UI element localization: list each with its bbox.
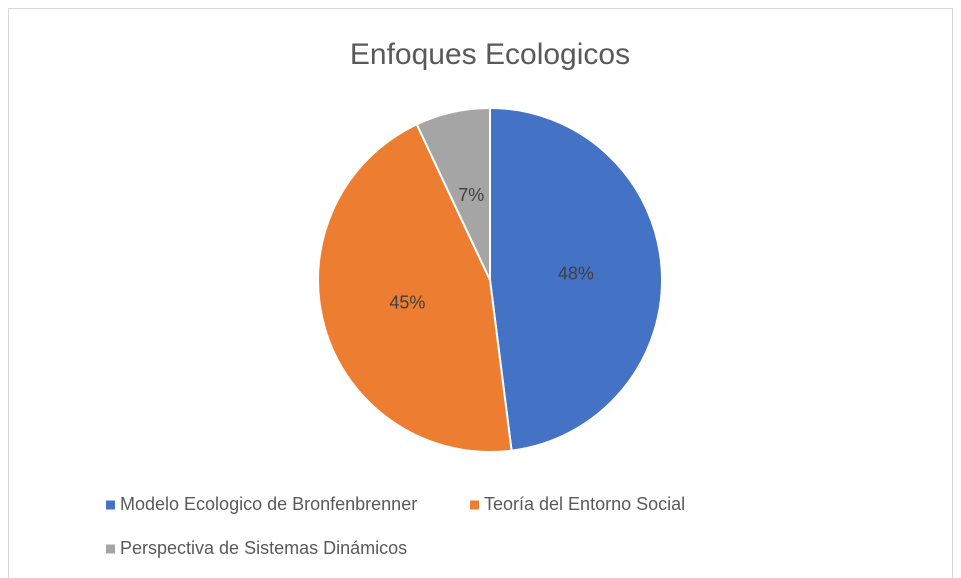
pie-slice (489, 106, 664, 452)
chart-title: Enfoques Ecologicos (350, 38, 630, 71)
pie-slice (415, 106, 491, 281)
data-label: 45% (389, 293, 425, 313)
data-label: 7% (458, 185, 484, 205)
legend-swatch (106, 500, 115, 510)
legend-swatch (470, 500, 479, 510)
legend-label: Perspectiva de Sistemas Dinámicos (120, 538, 407, 558)
legend-label: Teoría del Entorno Social (484, 494, 685, 514)
data-label: 48% (558, 263, 594, 283)
pie-slice (317, 123, 513, 453)
legend-label: Modelo Ecologico de Bronfenbrenner (120, 494, 417, 514)
legend-swatch (106, 544, 115, 554)
